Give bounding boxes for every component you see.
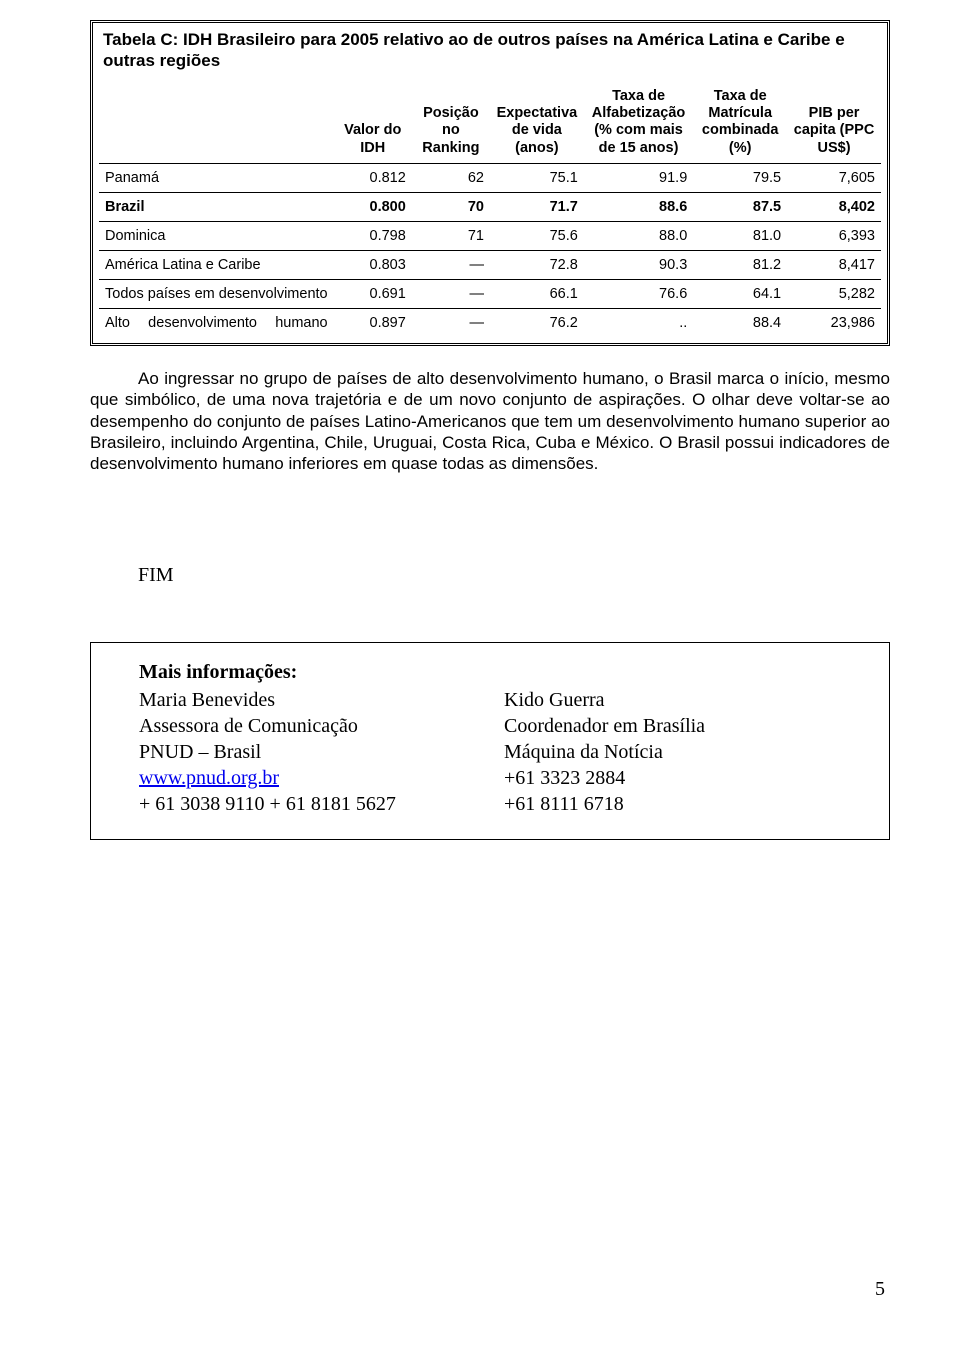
table-cell: 88.6: [584, 193, 693, 222]
table-title: Tabela C: IDH Brasileiro para 2005 relat…: [99, 27, 881, 72]
table-header-cell: PIB per capita (PPC US$): [787, 84, 881, 164]
table-c: Valor do IDHPosição no RankingExpectativ…: [99, 84, 881, 338]
table-row: Brazil0.8007071.788.687.58,402: [99, 193, 881, 222]
table-row: Panamá0.8126275.191.979.57,605: [99, 164, 881, 193]
table-head: Valor do IDHPosição no RankingExpectativ…: [99, 84, 881, 164]
contact-name: Maria Benevides: [139, 687, 504, 713]
table-cell: 0.803: [334, 251, 412, 280]
table-cell: 71.7: [490, 193, 584, 222]
table-cell: 91.9: [584, 164, 693, 193]
table-cell: 87.5: [693, 193, 787, 222]
table-cell: 70: [412, 193, 490, 222]
table-cell: Brazil: [99, 193, 334, 222]
table-cell: 88.4: [693, 309, 787, 338]
table-cell: 5,282: [787, 280, 881, 309]
table-cell: 75.1: [490, 164, 584, 193]
table-cell: 7,605: [787, 164, 881, 193]
table-cell: 0.812: [334, 164, 412, 193]
info-col-left: Maria Benevides Assessora de Comunicação…: [139, 687, 504, 817]
table-cell: 88.0: [584, 222, 693, 251]
contact-name: Kido Guerra: [504, 687, 869, 713]
table-cell: 0.691: [334, 280, 412, 309]
body-paragraph: Ao ingressar no grupo de países de alto …: [90, 368, 890, 474]
table-row: Alto desenvolvimento humano0.897—76.2..8…: [99, 309, 881, 338]
table-body: Panamá0.8126275.191.979.57,605Brazil0.80…: [99, 164, 881, 338]
table-cell: —: [412, 251, 490, 280]
table-cell: 64.1: [693, 280, 787, 309]
table-cell: 76.6: [584, 280, 693, 309]
table-cell: América Latina e Caribe: [99, 251, 334, 280]
info-box: Mais informações: Maria Benevides Assess…: [90, 642, 890, 840]
table-cell: 23,986: [787, 309, 881, 338]
table-cell: Alto desenvolvimento humano: [99, 309, 334, 338]
contact-role: Coordenador em Brasília: [504, 713, 869, 739]
table-cell: 81.0: [693, 222, 787, 251]
table-cell: 6,393: [787, 222, 881, 251]
table-cell: 0.800: [334, 193, 412, 222]
contact-org: Máquina da Notícia: [504, 739, 869, 765]
table-header-cell: [99, 84, 334, 164]
table-cell: Dominica: [99, 222, 334, 251]
page-number: 5: [875, 1278, 885, 1301]
table-header-cell: Valor do IDH: [334, 84, 412, 164]
table-cell: 8,402: [787, 193, 881, 222]
table-header-cell: Taxa de Matrícula combinada (%): [693, 84, 787, 164]
contact-role: Assessora de Comunicação: [139, 713, 504, 739]
contact-org: PNUD – Brasil: [139, 739, 504, 765]
table-cell: 62: [412, 164, 490, 193]
table-cell: 81.2: [693, 251, 787, 280]
table-cell: Panamá: [99, 164, 334, 193]
table-cell: —: [412, 280, 490, 309]
contact-phone: + 61 3038 9110 + 61 8181 5627: [139, 791, 504, 817]
contact-phone: +61 3323 2884: [504, 765, 869, 791]
table-cell: 71: [412, 222, 490, 251]
table-cell: 8,417: [787, 251, 881, 280]
table-cell: 66.1: [490, 280, 584, 309]
table-cell: —: [412, 309, 490, 338]
table-cell: 79.5: [693, 164, 787, 193]
table-row: América Latina e Caribe0.803—72.890.381.…: [99, 251, 881, 280]
table-row: Dominica0.7987175.688.081.06,393: [99, 222, 881, 251]
table-cell: 0.897: [334, 309, 412, 338]
table-c-container: Tabela C: IDH Brasileiro para 2005 relat…: [90, 20, 890, 346]
table-cell: 76.2: [490, 309, 584, 338]
table-header-cell: Posição no Ranking: [412, 84, 490, 164]
table-row: Todos países em desenvolvimento0.691—66.…: [99, 280, 881, 309]
contact-link[interactable]: www.pnud.org.br: [139, 767, 279, 789]
table-cell: ..: [584, 309, 693, 338]
fim-label: FIM: [138, 564, 890, 587]
table-cell: Todos países em desenvolvimento: [99, 280, 334, 309]
info-col-right: Kido Guerra Coordenador em Brasília Máqu…: [504, 687, 869, 817]
table-header-cell: Taxa de Alfabetização (% com mais de 15 …: [584, 84, 693, 164]
table-cell: 75.6: [490, 222, 584, 251]
table-cell: 72.8: [490, 251, 584, 280]
contact-phone: +61 8111 6718: [504, 791, 869, 817]
info-columns: Maria Benevides Assessora de Comunicação…: [139, 687, 869, 817]
table-header-cell: Expectativa de vida (anos): [490, 84, 584, 164]
info-title: Mais informações:: [139, 659, 869, 685]
table-cell: 90.3: [584, 251, 693, 280]
page: Tabela C: IDH Brasileiro para 2005 relat…: [0, 0, 960, 1349]
table-cell: 0.798: [334, 222, 412, 251]
